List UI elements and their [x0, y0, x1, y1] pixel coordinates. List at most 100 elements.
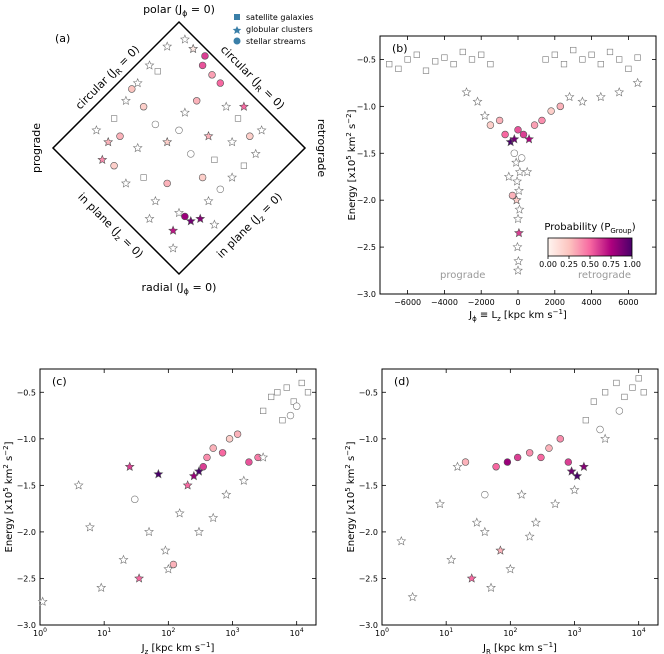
panel-c-point-star-5	[124, 461, 135, 471]
panel-b-point-star-41	[614, 87, 625, 97]
panel-a-point-circle-5	[208, 71, 216, 79]
panel-a-point-square-30	[240, 162, 248, 169]
panel-d-point-circle-8	[492, 463, 500, 471]
panel-c-xtick-label-4: 104	[290, 627, 304, 638]
panel-c-point-circle-32	[286, 411, 295, 420]
panel-a-point-square-12	[111, 115, 118, 122]
panel-a-point-star-23	[185, 215, 196, 226]
panel-b-ticks: −0.5 −1.0 −1.5 −2.0 −2.5 −3.0 −6000 −4000 −2000 0…	[357, 36, 656, 307]
panel-a-point-star-18	[120, 178, 131, 188]
panel-c-ylabel: Energy [x105 km2 s−2]	[2, 441, 15, 552]
panel-c-point-star-39	[258, 452, 269, 462]
colorbar-title: Probability (PGroup)	[544, 222, 635, 235]
panel-d-ytick-label-3: −2.0	[359, 528, 378, 537]
panel-a-point-circle-17	[110, 162, 118, 170]
panel-a-point-square-19	[140, 174, 147, 181]
colorbar	[547, 237, 633, 257]
panel-a-point-circle-49	[128, 85, 136, 93]
colorbar-tick-label-4: 1.00	[623, 260, 641, 269]
panel-b-point-star-42	[632, 77, 643, 88]
panel-a-point-star-31	[250, 148, 261, 159]
panel-a-point-square-8	[154, 68, 161, 75]
panel-d-point-star-37	[486, 582, 496, 592]
panel-b-point-star-45	[512, 176, 523, 186]
panel-a-points	[91, 34, 267, 253]
colorbar-tick-label-1: 0.25	[560, 260, 578, 269]
panel-b-point-star-23	[461, 87, 472, 97]
panel-c-point-star-4	[118, 554, 129, 565]
panel-d-point-star-34	[569, 484, 580, 495]
panel-a-point-star-1	[188, 43, 199, 54]
panel-b-point-circle-55	[517, 154, 526, 162]
panel-d-point-circle-29	[615, 407, 624, 415]
panel-a-point-star-14	[103, 136, 114, 147]
panel-d-point-circle-38	[481, 490, 489, 499]
panel-a-point-circle-46	[198, 173, 207, 182]
panel-a-point-circle-38	[175, 126, 183, 135]
panel-b-ytick-label-2: −1.5	[357, 149, 376, 158]
panel-d-xlabel: JR [kpc km s−1]	[482, 641, 557, 654]
panel-a-point-star-10	[120, 95, 131, 105]
panel-d-point-star-35	[600, 433, 611, 444]
panel-d-point-square-21	[602, 389, 609, 396]
panel-a-point-square-42	[211, 156, 218, 163]
panel-c-point-circle-21	[233, 430, 242, 438]
panel-c-point-star-3	[96, 582, 107, 592]
panel-b-point-square-3	[413, 51, 420, 58]
panel-a-point-star-22	[174, 207, 184, 218]
panel-d-point-square-26	[640, 389, 647, 396]
panel-a-point-circle-36	[193, 97, 201, 105]
panel-a-lower-left-label: in plane (Jz = 0)	[74, 190, 146, 262]
panel-a-point-circle-21	[163, 179, 171, 188]
panel-c-ytick-label-0: −0.5	[17, 388, 36, 397]
panel-d-point-star-30	[505, 563, 516, 574]
panel-c-point-circle-6	[131, 495, 139, 504]
panel-a-upper-right-label: circular (JR = 0)	[216, 43, 287, 114]
panel-a-point-circle-2	[201, 52, 209, 60]
panel-b-point-circle-28	[501, 130, 509, 139]
panel-d-point-circle-12	[525, 449, 534, 457]
panel-d-point-circle-28	[596, 425, 604, 434]
panel-c-ytick-label-1: −1.0	[17, 435, 36, 444]
panel-d-point-star-4	[452, 461, 463, 471]
panel-b-point-star-46	[513, 185, 524, 195]
panel-a-point-star-41	[203, 131, 214, 141]
panel-b-point-star-51	[512, 241, 523, 252]
panel-d-point-star-0	[396, 536, 407, 546]
panel-a-point-circle-6	[216, 79, 225, 87]
panel-d-point-star-16	[566, 466, 577, 476]
panel-c-point-circle-16	[199, 463, 207, 471]
panel-c-point-square-27	[283, 384, 290, 391]
panel-a: (a) polar (Jϕ = 0) radial (Jϕ = 0) progr…	[30, 3, 328, 296]
panel-d-ytick-label-0: −0.5	[359, 388, 378, 397]
legend-label-satellites: satellite galaxies	[246, 13, 314, 22]
panel-a-point-star-24	[195, 213, 206, 223]
panel-d-point-star-11	[516, 489, 527, 499]
panel-b-point-circle-26	[486, 121, 495, 129]
panel-b-point-square-4	[422, 67, 430, 74]
panel-b-point-square-1	[395, 65, 402, 72]
panel-c-tag: (c)	[52, 375, 67, 388]
panel-a-tag: (a)	[55, 32, 70, 45]
panel-a-point-star-29	[227, 172, 238, 182]
panel-a-bottom-label: radial (Jϕ = 0)	[142, 281, 217, 296]
panel-b-point-star-38	[564, 91, 575, 102]
panel-c-point-circle-17	[203, 453, 211, 462]
panel-b-point-star-39	[577, 96, 588, 106]
panel-d-point-star-18	[578, 461, 589, 471]
panel-a-point-star-26	[168, 225, 179, 235]
legend-label-globulars: globular clusters	[246, 25, 313, 34]
panel-b-point-circle-54	[510, 149, 519, 157]
panel-b-point-square-21	[625, 65, 632, 72]
legend-star-marker	[232, 26, 242, 34]
panel-d-point-circle-19	[564, 458, 572, 466]
panel-a-point-circle-40	[187, 150, 195, 158]
panel-a-point-circle-43	[151, 120, 160, 129]
panel-b-ylabel: Energy [x105 km2 s−2]	[345, 109, 358, 220]
panel-a-point-star-39	[162, 136, 173, 147]
panel-a-point-star-45	[227, 136, 238, 147]
panel-a-point-star-16	[97, 154, 108, 164]
